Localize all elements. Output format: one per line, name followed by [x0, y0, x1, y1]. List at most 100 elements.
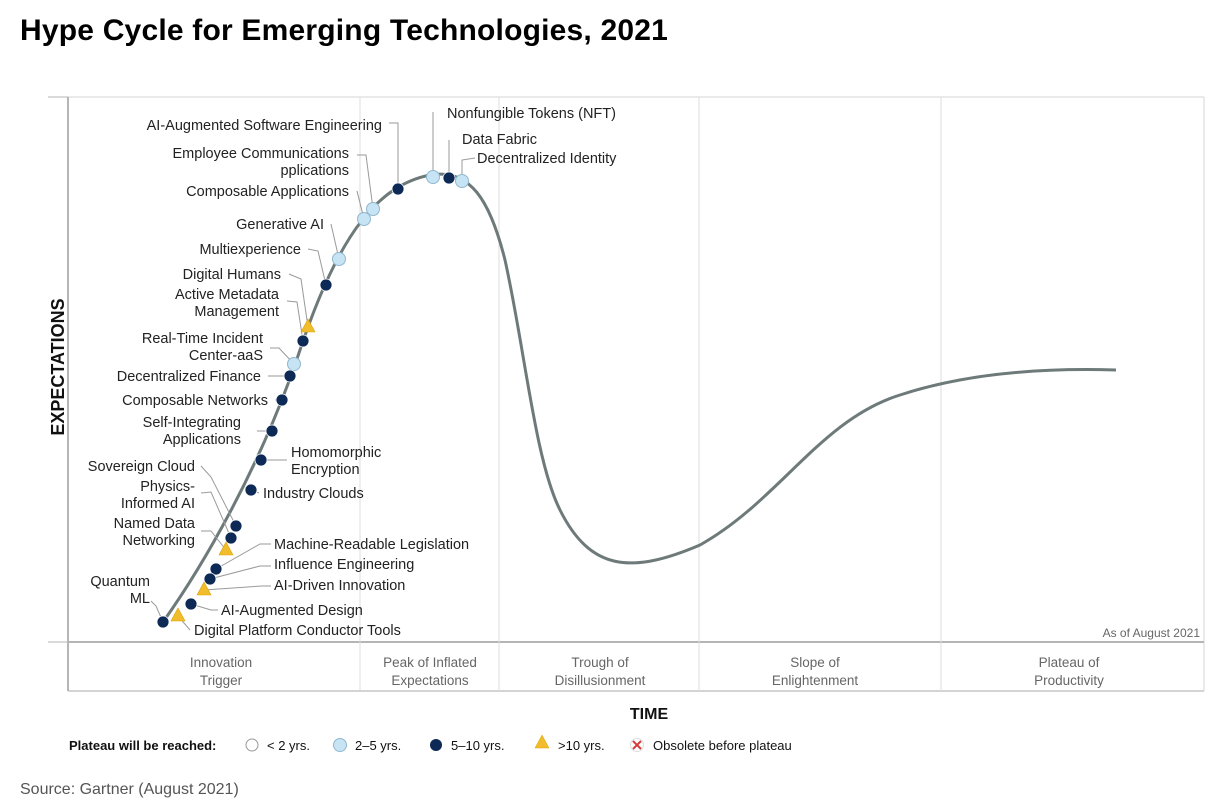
label-machine-readable-legislation: Machine-Readable Legislation	[274, 537, 469, 553]
marker-decentralized-finance	[283, 369, 297, 383]
leader-line-active-metadata-management	[286, 300, 304, 342]
legend-label-lt2: < 2 yrs.	[267, 738, 310, 753]
label-influence-engineering: Influence Engineering	[274, 557, 414, 573]
marker-generative-ai	[332, 252, 346, 266]
marker-digital-platform-conductor-tools	[170, 607, 186, 622]
marker-composable-networks	[275, 393, 289, 407]
label-composable-networks: Composable Networks	[122, 393, 268, 409]
label-industry-clouds: Industry Clouds	[263, 486, 364, 502]
marker-real-time-incident-center-aas	[287, 357, 301, 371]
leader-line-digital-humans	[288, 273, 309, 328]
marker-homomorphic-encryption	[254, 453, 268, 467]
label-digital-humans: Digital Humans	[183, 267, 281, 283]
label-real-time-incident-center-aas-line2: Center-aaS	[189, 348, 263, 364]
legend-dark-circle-icon	[430, 739, 442, 751]
marker-nonfungible-tokens-nft	[426, 170, 440, 184]
phase-peak-line1: Peak of Inflated	[383, 655, 477, 670]
legend-label-gt10: >10 yrs.	[558, 738, 605, 753]
marker-ai-augmented-software-engineering	[391, 182, 405, 196]
label-ai-driven-innovation: AI-Driven Innovation	[274, 578, 405, 594]
legend-light-circle-icon	[333, 738, 347, 752]
label-homomorphic-encryption-line2: Encryption	[291, 462, 360, 478]
label-composable-applications: Composable Applications	[186, 184, 349, 200]
leader-line-employee-communications-applications	[357, 154, 374, 210]
leader-line-multiexperience	[307, 248, 327, 286]
marker-digital-humans	[300, 318, 316, 333]
label-active-metadata-management-line1: Active Metadata	[175, 287, 280, 303]
marker-self-integrating-applications	[265, 424, 279, 438]
legend-label-2to5: 2–5 yrs.	[355, 738, 401, 753]
label-employee-communications-applications-line2: pplications	[280, 163, 349, 179]
label-quantum-ml-line2: ML	[130, 591, 150, 607]
label-decentralized-finance: Decentralized Finance	[117, 369, 261, 385]
marker-data-fabric	[442, 171, 456, 185]
phase-plateau-line1: Plateau of	[1039, 655, 1100, 670]
marker-physics-informed-ai	[224, 531, 238, 545]
marker-quantum-ml	[156, 615, 170, 629]
marker-multiexperience	[319, 278, 333, 292]
label-self-integrating-applications-line2: Applications	[163, 432, 241, 448]
label-homomorphic-encryption-line1: Homomorphic	[291, 445, 381, 461]
phase-labels: Innovation Trigger Peak of Inflated Expe…	[190, 655, 1104, 688]
label-named-data-networking-line2: Networking	[122, 533, 195, 549]
leader-line-physics-informed-ai	[200, 491, 232, 539]
leader-lines	[150, 112, 476, 631]
legend-label-obsolete: Obsolete before plateau	[653, 738, 792, 753]
label-sovereign-cloud: Sovereign Cloud	[88, 459, 195, 475]
plot-frame	[48, 96, 1205, 692]
leader-line-influence-engineering	[209, 565, 271, 580]
leader-line-machine-readable-legislation	[215, 543, 271, 570]
technology-labels: Nonfungible Tokens (NFT) Data Fabric Decen…	[88, 106, 617, 639]
label-physics-informed-ai-line2: Informed AI	[121, 496, 195, 512]
phase-plateau-line2: Productivity	[1034, 673, 1104, 688]
legend-x-icon-cross	[632, 740, 642, 750]
legend-label-5to10: 5–10 yrs.	[451, 738, 504, 753]
marker-ai-augmented-design	[184, 597, 198, 611]
marker-sovereign-cloud	[229, 519, 243, 533]
phase-slope-line1: Slope of	[790, 655, 840, 670]
marker-ai-driven-innovation	[196, 581, 212, 596]
label-employee-communications-applications-line1: Employee Communications	[173, 146, 350, 162]
y-axis-title: EXPECTATIONS	[48, 298, 68, 435]
leader-line-real-time-incident-center-aas	[270, 347, 295, 365]
label-generative-ai: Generative AI	[236, 217, 324, 233]
label-data-fabric: Data Fabric	[462, 132, 537, 148]
marker-named-data-networking	[218, 541, 234, 556]
technology-markers	[156, 170, 469, 629]
label-self-integrating-applications-line1: Self-Integrating	[143, 415, 241, 431]
page-title: Hype Cycle for Emerging Technologies, 20…	[20, 14, 669, 47]
label-real-time-incident-center-aas-line1: Real-Time Incident	[142, 331, 263, 347]
legend-triangle-icon	[534, 734, 550, 749]
source-note: Source: Gartner (August 2021)	[20, 781, 239, 798]
label-decentralized-identity: Decentralized Identity	[477, 151, 617, 167]
marker-industry-clouds	[244, 483, 258, 497]
leader-line-ai-augmented-design	[190, 603, 218, 611]
label-ai-augmented-design: AI-Augmented Design	[221, 603, 363, 619]
marker-employee-communications-applications	[366, 202, 380, 216]
label-digital-platform-conductor-tools: Digital Platform Conductor Tools	[194, 623, 401, 639]
as-of-label: As of August 2021	[1103, 626, 1201, 640]
legend-title: Plateau will be reached:	[69, 738, 216, 753]
marker-composable-applications	[357, 212, 371, 226]
marker-machine-readable-legislation	[209, 562, 223, 576]
leader-line-named-data-networking	[201, 530, 227, 551]
label-quantum-ml-line1: Quantum	[90, 574, 150, 590]
label-active-metadata-management-line2: Management	[194, 304, 279, 320]
hype-curve	[161, 172, 1117, 623]
label-physics-informed-ai-line1: Physics-	[140, 479, 195, 495]
leader-line-ai-driven-innovation	[203, 585, 271, 591]
label-multiexperience: Multiexperience	[199, 242, 301, 258]
label-named-data-networking-line1: Named Data	[114, 516, 196, 532]
phase-trough-line2: Disillusionment	[555, 673, 646, 688]
leader-line-ai-augmented-software-engineering	[389, 122, 399, 189]
x-axis-title: TIME	[630, 706, 669, 723]
marker-influence-engineering	[203, 572, 217, 586]
marker-decentralized-identity	[455, 174, 469, 188]
phase-innovation-trigger-line2: Trigger	[200, 673, 243, 688]
label-nonfungible-tokens-nft: Nonfungible Tokens (NFT)	[447, 106, 616, 122]
leader-line-sovereign-cloud	[200, 465, 237, 527]
phase-trough-line1: Trough of	[571, 655, 629, 670]
marker-active-metadata-management	[296, 334, 310, 348]
phase-peak-line2: Expectations	[391, 673, 469, 688]
